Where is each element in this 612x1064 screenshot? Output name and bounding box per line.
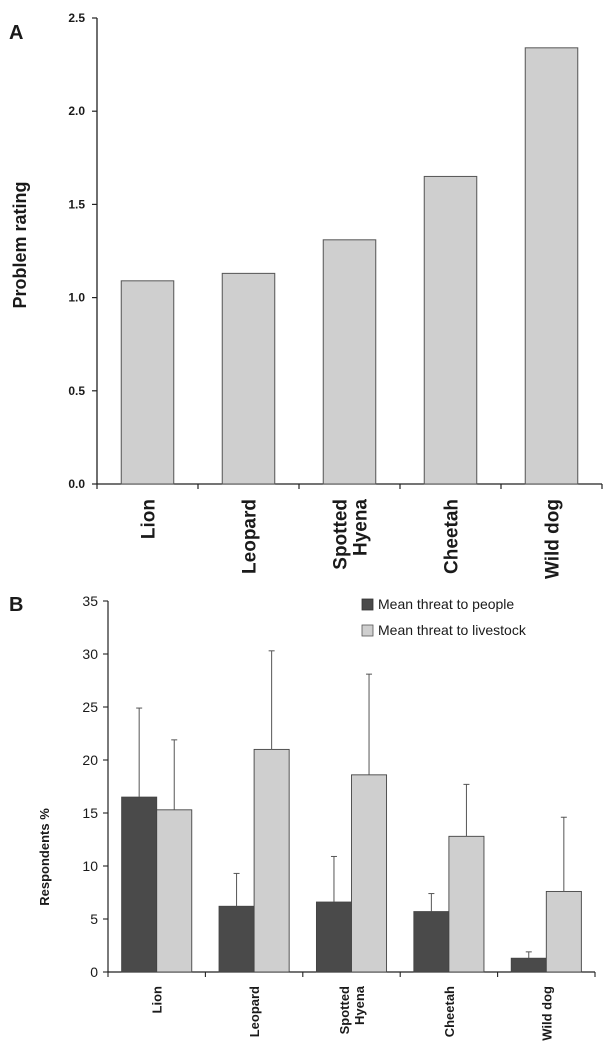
panel-a-y-tick-label: 1.5 <box>68 197 85 211</box>
panel-b-category-label-line: Leopard <box>247 986 262 1037</box>
panel-a-category-label-line: Leopard <box>240 499 261 574</box>
panel-b-legend: Mean threat to people Mean threat to liv… <box>361 596 527 638</box>
panel-b-category-label-line: Spotted <box>337 986 352 1034</box>
panel-b-category-label-line: Lion <box>150 986 165 1013</box>
panel-a-bar-wild-dog <box>524 47 579 485</box>
panel-b-category-label-cheetah: Cheetah <box>442 986 457 1037</box>
panel-a-y-tick-label: 0.0 <box>68 477 85 491</box>
legend-swatch-livestock <box>361 624 374 637</box>
panel-a-plot-area: 0.0 0.5 1.0 1.5 2.0 2.5 Lion Leopard SpottedHyen… <box>68 11 603 579</box>
panel-a-y-tick-label: 0.5 <box>68 384 85 398</box>
panel-a-y-tick-label: 1.0 <box>68 291 85 305</box>
panel-b-y-tick-label: 0 <box>90 964 98 980</box>
panel-b-bar-livestock-leopard <box>253 748 290 973</box>
panel-b-y-axis-label: Respondents % <box>37 808 52 906</box>
panel-b-y-tick-label: 25 <box>82 699 98 715</box>
panel-b-bar-livestock-wild-dog <box>545 890 582 973</box>
panel-a-category-label-spotted-hyena: SpottedHyena <box>331 499 372 570</box>
panel-a: A Problem rating 0.0 0.5 1.0 1.5 2.0 2.5 Lion L… <box>9 11 603 579</box>
panel-a-category-label-lion: Lion <box>139 499 160 539</box>
panel-a-category-label-line: Wild dog <box>543 499 564 579</box>
panel-b-category-label-line: Cheetah <box>442 986 457 1037</box>
panel-a-bar-leopard <box>221 272 276 485</box>
panel-a-category-label-line: Lion <box>139 499 160 539</box>
panel-b-category-label-spotted-hyena: SpottedHyena <box>337 985 367 1034</box>
panel-b-letter: B <box>9 594 23 616</box>
panel-b-category-label-line: Wild dog <box>539 986 554 1041</box>
panel-a-letter: A <box>9 22 23 44</box>
panel-b-bar-people-cheetah <box>413 911 450 973</box>
panel-b-category-label-line: Hyena <box>352 985 367 1025</box>
legend-swatch-people <box>361 598 374 611</box>
panel-a-bar-spotted-hyena <box>322 239 377 485</box>
panel-b-y-tick-label: 35 <box>82 593 98 609</box>
panel-b-y-tick-label: 5 <box>90 911 98 927</box>
panel-a-category-label-leopard: Leopard <box>240 499 261 574</box>
panel-a-category-label-line: Spotted <box>331 499 352 570</box>
panel-b-bar-people-spotted-hyena <box>315 901 352 973</box>
panel-b: B Respondents % 0 5 10 15 20 25 30 35 Lion Leopar… <box>9 593 596 1041</box>
panel-b-bar-people-leopard <box>218 905 255 973</box>
panel-b-bar-livestock-spotted-hyena <box>351 774 388 973</box>
panel-b-bar-livestock-cheetah <box>448 835 485 973</box>
panel-b-bar-people-lion <box>121 796 158 973</box>
panel-a-y-tick-label: 2.5 <box>68 11 85 25</box>
panel-b-y-tick-label: 20 <box>82 752 98 768</box>
panel-a-category-label-wild-dog: Wild dog <box>543 499 564 579</box>
panel-b-category-label-lion: Lion <box>150 986 165 1013</box>
panel-b-category-label-leopard: Leopard <box>247 986 262 1037</box>
panel-b-y-tick-label: 10 <box>82 858 98 874</box>
panel-a-bar-lion <box>120 280 175 485</box>
panel-b-bar-livestock-lion <box>156 809 193 973</box>
panel-b-category-label-wild-dog: Wild dog <box>539 986 554 1041</box>
panel-b-bar-people-wild-dog <box>510 957 547 973</box>
legend-label-people: Mean threat to people <box>378 596 514 612</box>
legend-label-livestock: Mean threat to livestock <box>378 622 527 638</box>
panel-b-plot-area: 0 5 10 15 20 25 30 35 Lion Leopard SpottedHyena Che… <box>82 593 596 1041</box>
panel-a-category-label-cheetah: Cheetah <box>442 499 463 574</box>
panel-a-category-label-line: Cheetah <box>442 499 463 574</box>
panel-a-y-tick-label: 2.0 <box>68 104 85 118</box>
panel-a-y-axis-label: Problem rating <box>10 181 30 308</box>
panel-b-y-tick-label: 15 <box>82 805 98 821</box>
panel-a-bar-cheetah <box>423 175 478 485</box>
panel-b-y-tick-label: 30 <box>82 646 98 662</box>
panel-a-category-label-line: Hyena <box>351 499 372 556</box>
